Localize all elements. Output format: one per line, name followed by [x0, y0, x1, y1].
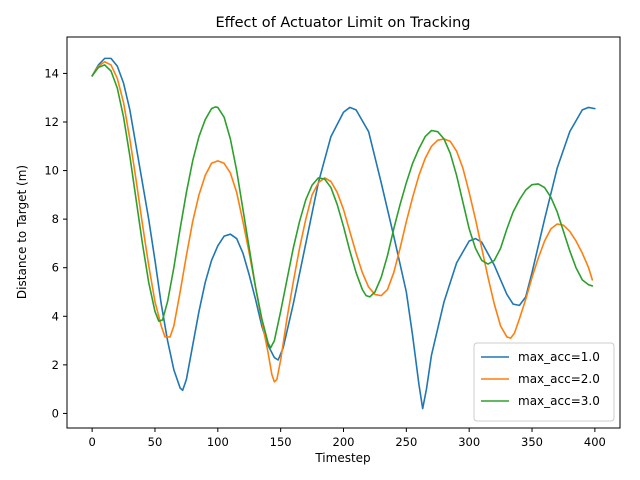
chart-title: Effect of Actuator Limit on Tracking: [215, 15, 470, 31]
y-axis: 0 2 4 6 8 10 12 14: [44, 66, 67, 420]
y-tick-label: 8: [52, 212, 59, 226]
y-tick-label: 12: [44, 115, 59, 129]
y-tick-label: 4: [52, 309, 59, 323]
legend-label-3: max_acc=3.0: [518, 394, 600, 408]
x-tick-label: 150: [270, 435, 292, 449]
series-line-2: [91, 60, 594, 383]
y-tick-label: 0: [52, 406, 59, 420]
x-tick-label: 300: [458, 435, 480, 449]
x-tick-label: 50: [148, 435, 163, 449]
y-tick-label: 2: [52, 358, 59, 372]
legend-entries: max_acc=1.0 max_acc=2.0 max_acc=3.0: [481, 350, 600, 408]
legend: max_acc=1.0 max_acc=2.0 max_acc=3.0: [473, 342, 615, 422]
series-line-3: [91, 64, 594, 349]
y-tick-label: 14: [44, 66, 59, 80]
x-tick-label: 200: [333, 435, 355, 449]
x-tick-label: 0: [88, 435, 95, 449]
series-layer: [91, 57, 596, 410]
legend-label-1: max_acc=1.0: [518, 350, 600, 364]
legend-label-2: max_acc=2.0: [518, 372, 600, 386]
x-tick-label: 250: [395, 435, 417, 449]
x-axis: 0 50 100 150 200 250 300 350 400: [88, 428, 606, 449]
y-tick-label: 6: [52, 261, 59, 275]
series-line-1: [91, 57, 596, 410]
y-tick-label: 10: [44, 164, 59, 178]
x-axis-label: Timestep: [314, 451, 370, 465]
plot-area: 0 50 100 150 200 250 300 350 400 0 2 4 6 8 10 12 14: [44, 36, 621, 449]
x-tick-label: 350: [521, 435, 543, 449]
x-tick-label: 100: [207, 435, 229, 449]
y-axis-label: Distance to Target (m): [15, 165, 29, 299]
x-tick-label: 400: [584, 435, 606, 449]
